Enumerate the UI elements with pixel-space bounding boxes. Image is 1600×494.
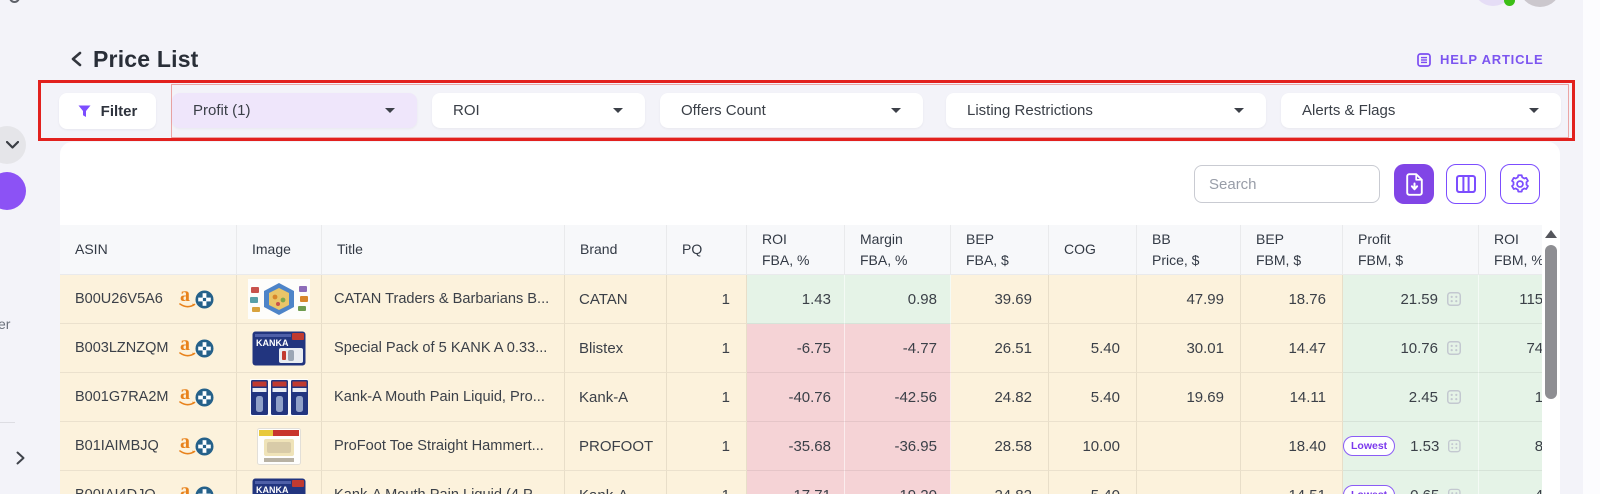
svg-text:KANKA: KANKA (256, 338, 289, 348)
svg-text:KANKA: KANKA (256, 485, 289, 494)
